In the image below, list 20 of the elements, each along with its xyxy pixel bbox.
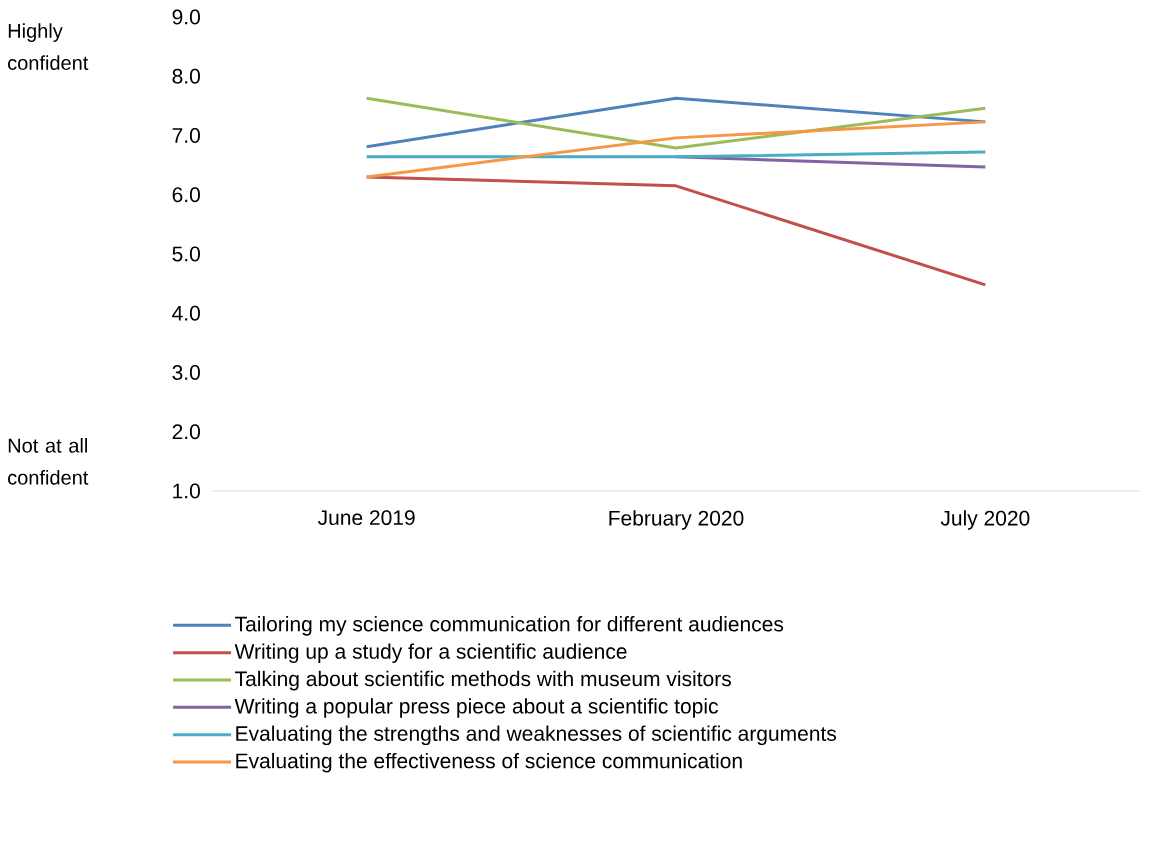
- y-tick-label: 3.0: [172, 365, 200, 380]
- y-tick-label: 9.0: [172, 9, 200, 25]
- text: Highly confident: [8, 23, 89, 70]
- y-tick-label: 1.0: [173, 483, 200, 499]
- y-tick-label: 8.0: [172, 68, 200, 84]
- legend-label: Evaluating the strengths and weaknesses of scientific arguments: [236, 725, 837, 746]
- text: Not at all confident: [8, 438, 89, 485]
- x-tick-label: July 2020: [940, 510, 1030, 530]
- legend-label: Evaluating the effectiveness of science communication: [236, 752, 742, 773]
- y-tick-label: 7.0: [172, 128, 200, 143]
- legend-label: Writing up a study for a scientific audience: [234, 643, 627, 664]
- legend-label: Writing a popular press piece about a scientific topic: [234, 698, 718, 718]
- y-tick-label: 5.0: [172, 246, 200, 262]
- x-tick-label: June 2019: [317, 510, 415, 526]
- y-tick-label: 2.0: [172, 424, 200, 440]
- legend-label: Tailoring my science communication for different audiences: [235, 616, 784, 636]
- legend-label: Talking about scientific methods with museum visitors: [235, 670, 731, 691]
- y-tick-label: 4.0: [172, 305, 200, 321]
- y-tick-label: 6.0: [172, 187, 200, 203]
- x-tick-label: February 2020: [609, 510, 744, 530]
